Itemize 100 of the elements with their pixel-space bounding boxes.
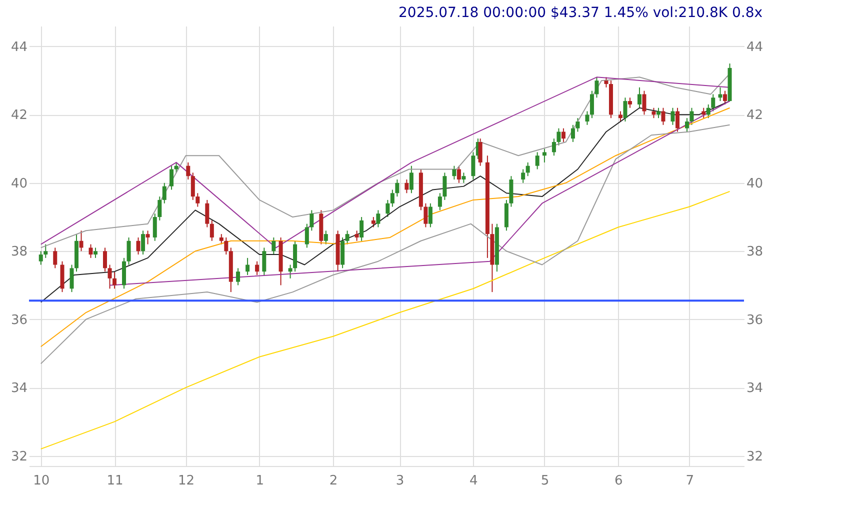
candlestick	[670, 107, 675, 126]
candlestick	[262, 247, 266, 276]
candlestick	[711, 94, 716, 112]
candlestick	[637, 86, 642, 108]
x-tick-label: 3	[396, 474, 404, 488]
x-tick-label: 1	[256, 474, 264, 488]
candlestick	[126, 236, 131, 266]
candlestick	[618, 110, 622, 122]
candlestick	[623, 97, 628, 122]
candlestick	[219, 234, 224, 245]
candlestick	[44, 244, 48, 258]
candlestick	[462, 172, 466, 184]
x-tick-label: 11	[106, 474, 124, 488]
candlestick	[556, 128, 561, 146]
chart-title: 2025.07.18 00:00:00 $43.37 1.45% vol:210.8K 0.8x	[398, 5, 763, 21]
candlestick	[108, 264, 112, 290]
y-tick-label: 32	[10, 449, 28, 464]
candlestick	[628, 97, 632, 108]
y-tick-label: 42	[10, 108, 28, 124]
candlestick	[642, 90, 646, 116]
candlestick	[186, 162, 190, 180]
candlestick	[409, 165, 414, 194]
candlestick	[236, 268, 240, 286]
y-tick-label: 44	[10, 40, 28, 55]
candlestick	[122, 257, 126, 290]
candlestick	[190, 172, 195, 200]
candlestick	[521, 168, 526, 184]
candlestick	[442, 172, 447, 200]
candlestick	[246, 257, 250, 276]
candlestick	[452, 165, 456, 180]
candlestick	[590, 90, 594, 119]
y2-tick-label: 44	[746, 40, 764, 55]
candlestick	[141, 230, 146, 256]
candlestick	[428, 202, 432, 228]
candlestick	[174, 162, 178, 174]
candlestick	[395, 178, 400, 198]
candlestick	[354, 230, 359, 242]
candlestick	[504, 199, 508, 232]
candlestick	[345, 230, 350, 245]
candlestick	[53, 247, 58, 269]
candlestick	[509, 176, 514, 208]
candlestick	[112, 271, 117, 290]
candlestick	[304, 223, 309, 248]
candlestick	[722, 90, 727, 105]
candlestick	[360, 216, 364, 242]
candlestick	[542, 148, 546, 163]
candlestick	[70, 264, 74, 293]
y-tick-label: 38	[10, 244, 28, 260]
candlestick	[205, 199, 210, 228]
candlestick	[535, 152, 540, 170]
candlestick	[324, 230, 328, 245]
candlestick	[272, 236, 276, 256]
candlestick	[158, 196, 162, 221]
x-tick-label: 5	[540, 474, 550, 488]
candlestick	[706, 104, 710, 119]
candlestick	[136, 236, 140, 256]
candlestick	[471, 152, 476, 180]
candlestick	[438, 192, 442, 211]
candlestick	[404, 178, 409, 194]
candlestick	[210, 220, 214, 242]
y2-tick-label: 40	[746, 176, 764, 192]
candlestick	[718, 86, 722, 102]
x-tick-label: 12	[178, 474, 195, 488]
x-tick-label: 2	[329, 474, 338, 488]
candlestick	[79, 230, 84, 252]
candlestick	[255, 260, 260, 276]
x-tick-label: 7	[686, 474, 694, 488]
candlestick	[94, 247, 98, 258]
candlestick	[152, 213, 157, 242]
candlestick	[690, 107, 694, 126]
candlestick	[340, 236, 345, 269]
candlestick	[88, 244, 93, 258]
candlestick	[526, 162, 530, 177]
candlestick	[576, 118, 580, 132]
line-series	[40, 190, 730, 450]
candlestick	[570, 124, 575, 142]
candlestick	[684, 118, 689, 132]
candlestick	[585, 110, 590, 126]
candlestick	[60, 260, 64, 293]
candlestick	[103, 247, 108, 272]
candlestick	[170, 165, 174, 190]
y2-tick-label: 34	[746, 381, 764, 396]
candlestick	[604, 76, 608, 88]
y-tick-label: 40	[10, 176, 28, 192]
candlestick	[310, 210, 314, 232]
x-tick-label: 10	[33, 474, 50, 488]
candlestick	[293, 240, 298, 272]
y-tick-label: 36	[10, 312, 28, 328]
candlestick	[675, 107, 680, 132]
candlestick	[478, 138, 482, 166]
candlestick	[390, 189, 394, 208]
x-tick-label: 6	[614, 474, 623, 488]
candlestick	[424, 202, 428, 228]
y2-tick-label: 36	[746, 312, 764, 328]
candlestick	[146, 230, 150, 245]
candlestick	[224, 236, 228, 256]
candlestick	[38, 250, 43, 266]
candlestick	[456, 165, 461, 184]
x-tick-label: 4	[470, 474, 478, 488]
candlestick	[371, 216, 376, 228]
